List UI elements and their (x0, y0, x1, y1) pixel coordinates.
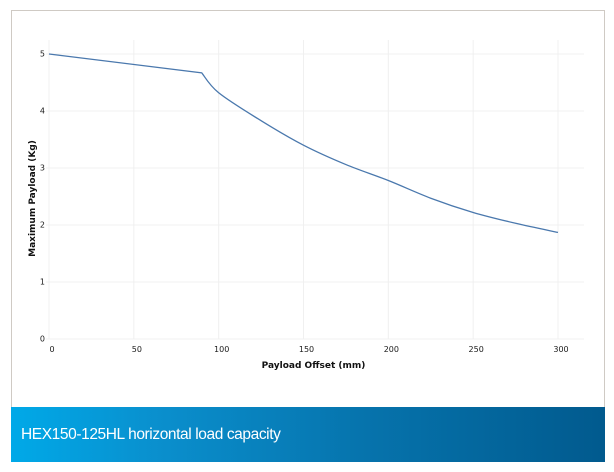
y-tick-label: 2 (40, 221, 45, 230)
y-tick-label: 5 (40, 50, 45, 59)
x-axis-title: Payload Offset (mm) (262, 361, 366, 371)
y-tick-label: 0 (40, 335, 45, 344)
x-tick-label: 300 (553, 345, 568, 354)
y-axis-title: Maximum Payload (Kg) (28, 140, 38, 257)
x-axis-ticks: 0 50 100 150 200 250 300 (49, 345, 568, 354)
caption-text: HEX150-125HL horizontal load capacity (21, 425, 281, 443)
x-tick-label: 50 (132, 345, 142, 354)
x-tick-label: 200 (384, 345, 399, 354)
y-tick-label: 1 (40, 278, 45, 287)
chart-frame (11, 10, 605, 462)
caption-banner: HEX150-125HL horizontal load capacity (11, 407, 605, 462)
y-tick-label: 4 (40, 107, 45, 116)
grid (46, 40, 584, 340)
y-tick-label: 3 (40, 164, 45, 173)
y-axis-ticks: 0 1 2 3 4 5 (40, 50, 45, 344)
x-tick-label: 100 (214, 345, 229, 354)
payload-chart: 0 50 100 150 200 250 300 0 1 2 3 4 5 Payload Offset… (28, 40, 584, 371)
series-line (48, 53, 559, 234)
x-tick-label: 250 (469, 345, 484, 354)
x-tick-label: 150 (299, 345, 314, 354)
x-tick-label: 0 (49, 345, 54, 354)
